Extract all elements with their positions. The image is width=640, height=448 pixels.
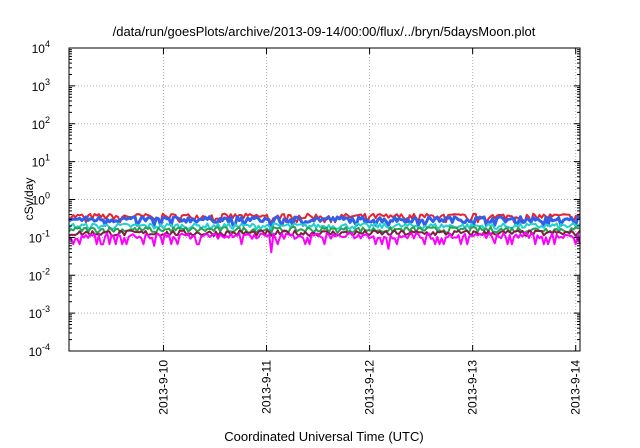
x-tick-label: 2013-9-10 — [156, 360, 170, 415]
x-tick-label: 2013-9-12 — [363, 360, 377, 415]
x-axis-label: Coordinated Universal Time (UTC) — [224, 429, 423, 444]
y-tick-label-base: 10 — [29, 345, 43, 359]
y-tick-label: 100 — [32, 191, 50, 208]
series-line-4 — [68, 226, 581, 235]
series-line-1 — [68, 212, 581, 224]
y-tick-label: 10-1 — [29, 228, 50, 245]
chart-title: /data/run/goesPlots/archive/2013-09-14/0… — [113, 24, 536, 39]
series-line-6 — [68, 232, 581, 254]
y-tick-label: 10-4 — [29, 342, 50, 359]
y-tick-label-exp: -3 — [42, 304, 50, 314]
y-tick-label: 104 — [32, 39, 50, 56]
grid — [69, 48, 580, 351]
x-axis: 2013-9-10 2013-9-11 2013-9-12 2013-9-13 2013… — [156, 48, 583, 415]
y-tick-label-base: 10 — [32, 156, 46, 170]
x-tick-label: 2013-9-13 — [466, 360, 480, 415]
x-tick-label: 2013-9-11 — [260, 360, 274, 414]
y-tick-label: 101 — [32, 153, 50, 170]
y-tick-label-base: 10 — [32, 42, 46, 56]
y-tick-label: 10-2 — [29, 266, 50, 283]
y-tick-label-exp: -1 — [42, 228, 50, 238]
y-tick-label-exp: -2 — [42, 266, 50, 276]
y-axis-label: cSv/day — [22, 178, 36, 221]
series-line-5 — [68, 229, 581, 238]
series-line-2 — [68, 215, 581, 234]
y-tick-label-exp: 4 — [45, 39, 50, 49]
series-group — [68, 212, 581, 254]
y-tick-label-base: 10 — [32, 80, 46, 94]
y-tick-label-base: 10 — [29, 307, 43, 321]
x-tick-label: 2013-9-14 — [569, 360, 583, 415]
y-tick-label-exp: 3 — [45, 77, 50, 87]
y-tick-label: 102 — [32, 115, 50, 132]
y-tick-label-exp: 2 — [45, 115, 50, 125]
y-tick-label: 10-3 — [29, 304, 50, 321]
y-tick-label-base: 10 — [29, 231, 43, 245]
y-tick-label-exp: 0 — [45, 191, 50, 201]
y-tick-label-base: 10 — [32, 194, 46, 208]
series-line-3 — [68, 222, 581, 231]
y-tick-label-exp: -4 — [42, 342, 50, 352]
y-tick-label: 103 — [32, 77, 50, 94]
y-tick-label-base: 10 — [32, 118, 46, 132]
y-tick-label-exp: 1 — [45, 153, 50, 163]
y-tick-label-base: 10 — [29, 269, 43, 283]
